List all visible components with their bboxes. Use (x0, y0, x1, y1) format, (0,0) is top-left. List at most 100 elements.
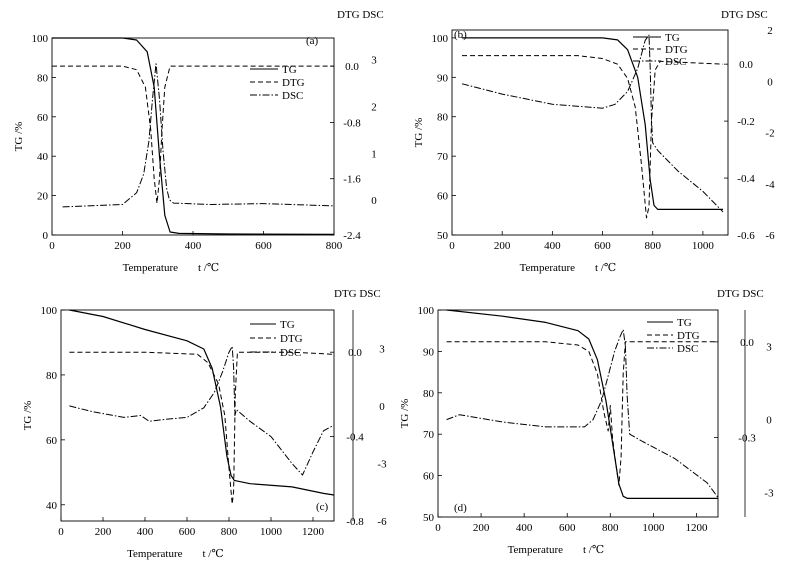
series-dsc-line (461, 34, 724, 213)
x-tick-label: 200 (95, 526, 112, 538)
series-dsc-line (62, 63, 335, 208)
y-axis-label: TG /% (399, 399, 411, 429)
y-tick-label: 60 (37, 112, 49, 124)
dsc-tick-label: 0 (379, 401, 385, 413)
x-tick-label: 200 (114, 240, 131, 252)
panel-a: 0 200 400 600 8000204060801000.0-0.8-1.6-2.4… (13, 9, 384, 274)
dtg-tick-label: -0.4 (737, 173, 755, 185)
x-tick-label: 1000 (642, 522, 665, 534)
series-tg-line (69, 309, 335, 496)
x-tick-label: 400 (544, 240, 561, 252)
y-tick-label: 50 (423, 512, 435, 524)
x-axis-unit: t /℃ (583, 544, 604, 556)
dsc-tick-label: -3 (377, 458, 387, 470)
dsc-tick-label: 1 (371, 148, 377, 160)
panel-label: (d) (454, 502, 467, 514)
x-tick-label: 0 (435, 522, 441, 534)
legend-label: TG (282, 64, 297, 76)
series-dtg-line (446, 341, 718, 486)
y-tick-label: 60 (46, 435, 58, 447)
y-axis-label: TG /% (13, 122, 25, 152)
y-tick-label: 100 (432, 33, 449, 45)
y-tick-label: 70 (423, 429, 435, 441)
legend-label: TG (665, 32, 680, 44)
dsc-tick-label: -2 (765, 128, 774, 140)
x-tick-label: 1200 (685, 522, 708, 534)
y-tick-label: 100 (41, 305, 58, 317)
plot-frame (451, 29, 729, 236)
y-tick-label: 90 (437, 72, 449, 84)
x-axis-label: Temperature (123, 262, 179, 274)
legend-label: TG (677, 317, 692, 329)
x-tick-label: 0 (58, 526, 64, 538)
x-tick-label: 1000 (260, 526, 283, 538)
x-tick-label: 800 (221, 526, 238, 538)
legend-label: DSC (665, 56, 686, 68)
x-tick-label: 600 (179, 526, 196, 538)
x-tick-label: 1200 (302, 526, 325, 538)
right-axis-header: DTG DSC (337, 9, 384, 21)
right-axis-header: DTG DSC (721, 9, 768, 21)
y-tick-label: 80 (437, 112, 449, 124)
x-tick-label: 0 (49, 240, 55, 252)
dsc-tick-label: 0 (767, 76, 773, 88)
panel-b: 0 200 400 600 800 1000 50 60 70 80 90 100 0.0 -0.2 -0.… (413, 9, 775, 274)
x-axis-unit: t /℃ (595, 262, 616, 274)
y-tick-label: 40 (37, 151, 49, 163)
y-tick-label: 100 (32, 33, 49, 45)
panel-c: 0 200 400 600 800 1000 1200 40 60 80 100 0.0 -0.4 -0.… (22, 288, 387, 560)
legend-label: DTG (280, 333, 303, 345)
x-axis-unit: t /℃ (203, 548, 224, 560)
y-tick-label: 80 (37, 72, 49, 84)
panel-label: (c) (316, 501, 329, 513)
y-tick-label: 70 (437, 151, 449, 163)
y-tick-label: 100 (418, 305, 435, 317)
plot-frame (437, 309, 719, 518)
plot-frame (60, 309, 335, 522)
dsc-tick-label: -6 (765, 230, 775, 242)
dtg-tick-label: 0.0 (345, 61, 359, 73)
dsc-tick-label: 2 (767, 25, 773, 37)
dsc-tick-label: -4 (765, 179, 775, 191)
x-tick-label: 400 (516, 522, 533, 534)
series-dsc-line (69, 345, 335, 476)
dtg-tick-label: -0.4 (346, 432, 364, 444)
dtg-tick-label: -0.2 (737, 116, 754, 128)
legend-label: DSC (677, 343, 698, 355)
dtg-tick-label: -1.6 (343, 174, 361, 186)
legend-label: TG (280, 319, 295, 331)
dsc-tick-label: -6 (377, 516, 387, 528)
dtg-tick-label: 0.0 (739, 59, 753, 71)
x-tick-label: 600 (255, 240, 272, 252)
series-tg-line (462, 37, 723, 210)
x-tick-label: 600 (559, 522, 576, 534)
y-tick-label: 50 (437, 230, 449, 242)
x-tick-label: 800 (326, 240, 343, 252)
series-tg-line (446, 309, 718, 499)
y-axis-label: TG /% (22, 401, 34, 431)
x-axis-unit: t /℃ (198, 262, 219, 274)
dtg-tick-label: 0.0 (740, 337, 754, 349)
x-tick-label: 800 (602, 522, 619, 534)
legend-label: DTG (282, 77, 305, 89)
dsc-tick-label: -3 (764, 488, 774, 500)
series-dtg-line (462, 55, 724, 219)
y-tick-label: 0 (43, 230, 49, 242)
y-tick-label: 90 (423, 346, 435, 358)
y-tick-label: 80 (46, 370, 58, 382)
x-tick-label: 1000 (692, 240, 715, 252)
dsc-tick-label: 0 (766, 415, 772, 427)
panel-d: 0 200 400 600 800 1000 1200 50 60 70 80 90 100 0.0 -0.… (399, 288, 774, 556)
dsc-tick-label: 2 (371, 101, 377, 113)
x-tick-label: 800 (644, 240, 661, 252)
y-tick-label: 60 (423, 471, 435, 483)
x-tick-label: 200 (473, 522, 490, 534)
x-tick-label: 400 (185, 240, 202, 252)
x-axis-label: Temperature (127, 548, 183, 560)
x-axis-label: Temperature (508, 544, 564, 556)
legend-label: DSC (280, 347, 301, 359)
dtg-tick-label: -2.4 (343, 230, 361, 242)
panel-label: (b) (454, 29, 467, 41)
panel-label: (a) (306, 35, 319, 47)
